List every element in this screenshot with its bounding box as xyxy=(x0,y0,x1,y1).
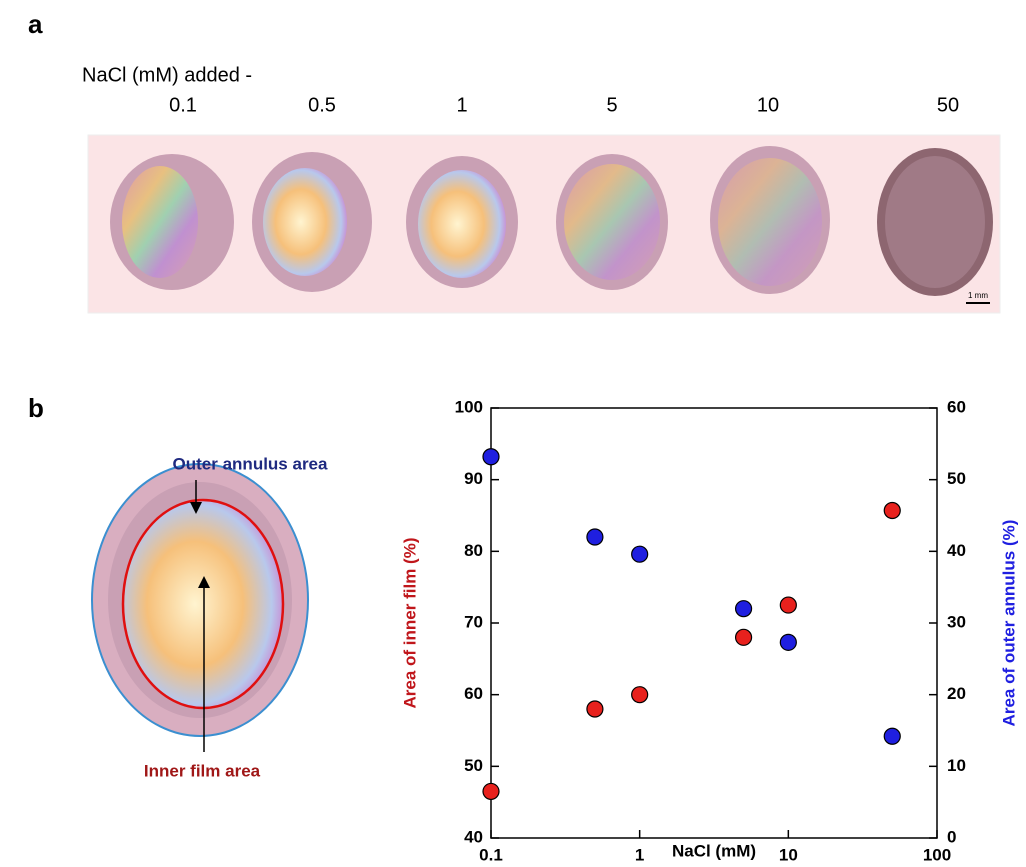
strip-label: 1 xyxy=(456,94,467,116)
strip-label: 0.5 xyxy=(308,94,336,116)
y-tick-label: 40 xyxy=(464,827,483,846)
y2-tick-label: 60 xyxy=(947,397,966,416)
point xyxy=(586,528,604,546)
y-tick-label: 60 xyxy=(464,684,483,703)
y-tick-label: 50 xyxy=(464,756,483,775)
point xyxy=(734,600,753,618)
strip-label: 50 xyxy=(937,94,959,116)
y2-tick-label: 20 xyxy=(947,684,966,703)
strip-label: 10 xyxy=(757,94,779,116)
scale-bar-label: 1 mm xyxy=(968,291,988,300)
y2-tick-label: 10 xyxy=(947,756,966,775)
diagram xyxy=(91,463,309,752)
x-tick-label: 0.1 xyxy=(479,845,503,862)
y2-axis-label: Area of outer annulus (%) xyxy=(999,520,1018,727)
point xyxy=(631,545,649,563)
y2-tick-label: 30 xyxy=(947,612,966,631)
point xyxy=(482,782,500,801)
point xyxy=(586,700,604,718)
outer-label: Outer annulus area xyxy=(173,454,328,473)
y-axis-label: Area of inner film (%) xyxy=(400,538,419,709)
inner-label: Inner film area xyxy=(144,761,261,780)
y2-tick-label: 40 xyxy=(947,541,966,560)
strip-heading: NaCl (mM) added - xyxy=(82,64,252,86)
droplet-strip xyxy=(87,134,1001,314)
y2-tick-label: 0 xyxy=(947,827,956,846)
x-tick-label: 100 xyxy=(923,845,951,862)
point xyxy=(779,633,797,651)
strip-label: 0.1 xyxy=(169,94,197,116)
point xyxy=(883,501,901,520)
x-tick-label: 10 xyxy=(779,845,798,862)
y-tick-label: 80 xyxy=(464,541,483,560)
plot-frame xyxy=(490,407,938,839)
y2-tick-label: 50 xyxy=(947,469,966,488)
panel-label: a xyxy=(28,9,43,39)
y-tick-label: 90 xyxy=(464,469,483,488)
x-axis-label: NaCl (mM) xyxy=(672,841,756,860)
y-tick-label: 70 xyxy=(464,612,483,631)
strip-label: 5 xyxy=(606,94,617,116)
point xyxy=(734,628,753,646)
y-tick-label: 100 xyxy=(455,397,483,416)
point xyxy=(631,686,649,704)
point xyxy=(482,448,500,466)
panel-label: b xyxy=(28,393,44,423)
point xyxy=(779,596,797,614)
point xyxy=(883,727,901,745)
x-tick-label: 1 xyxy=(635,845,644,862)
strip-labels: 0.1 0.5 1 5 10 50 xyxy=(169,94,959,116)
